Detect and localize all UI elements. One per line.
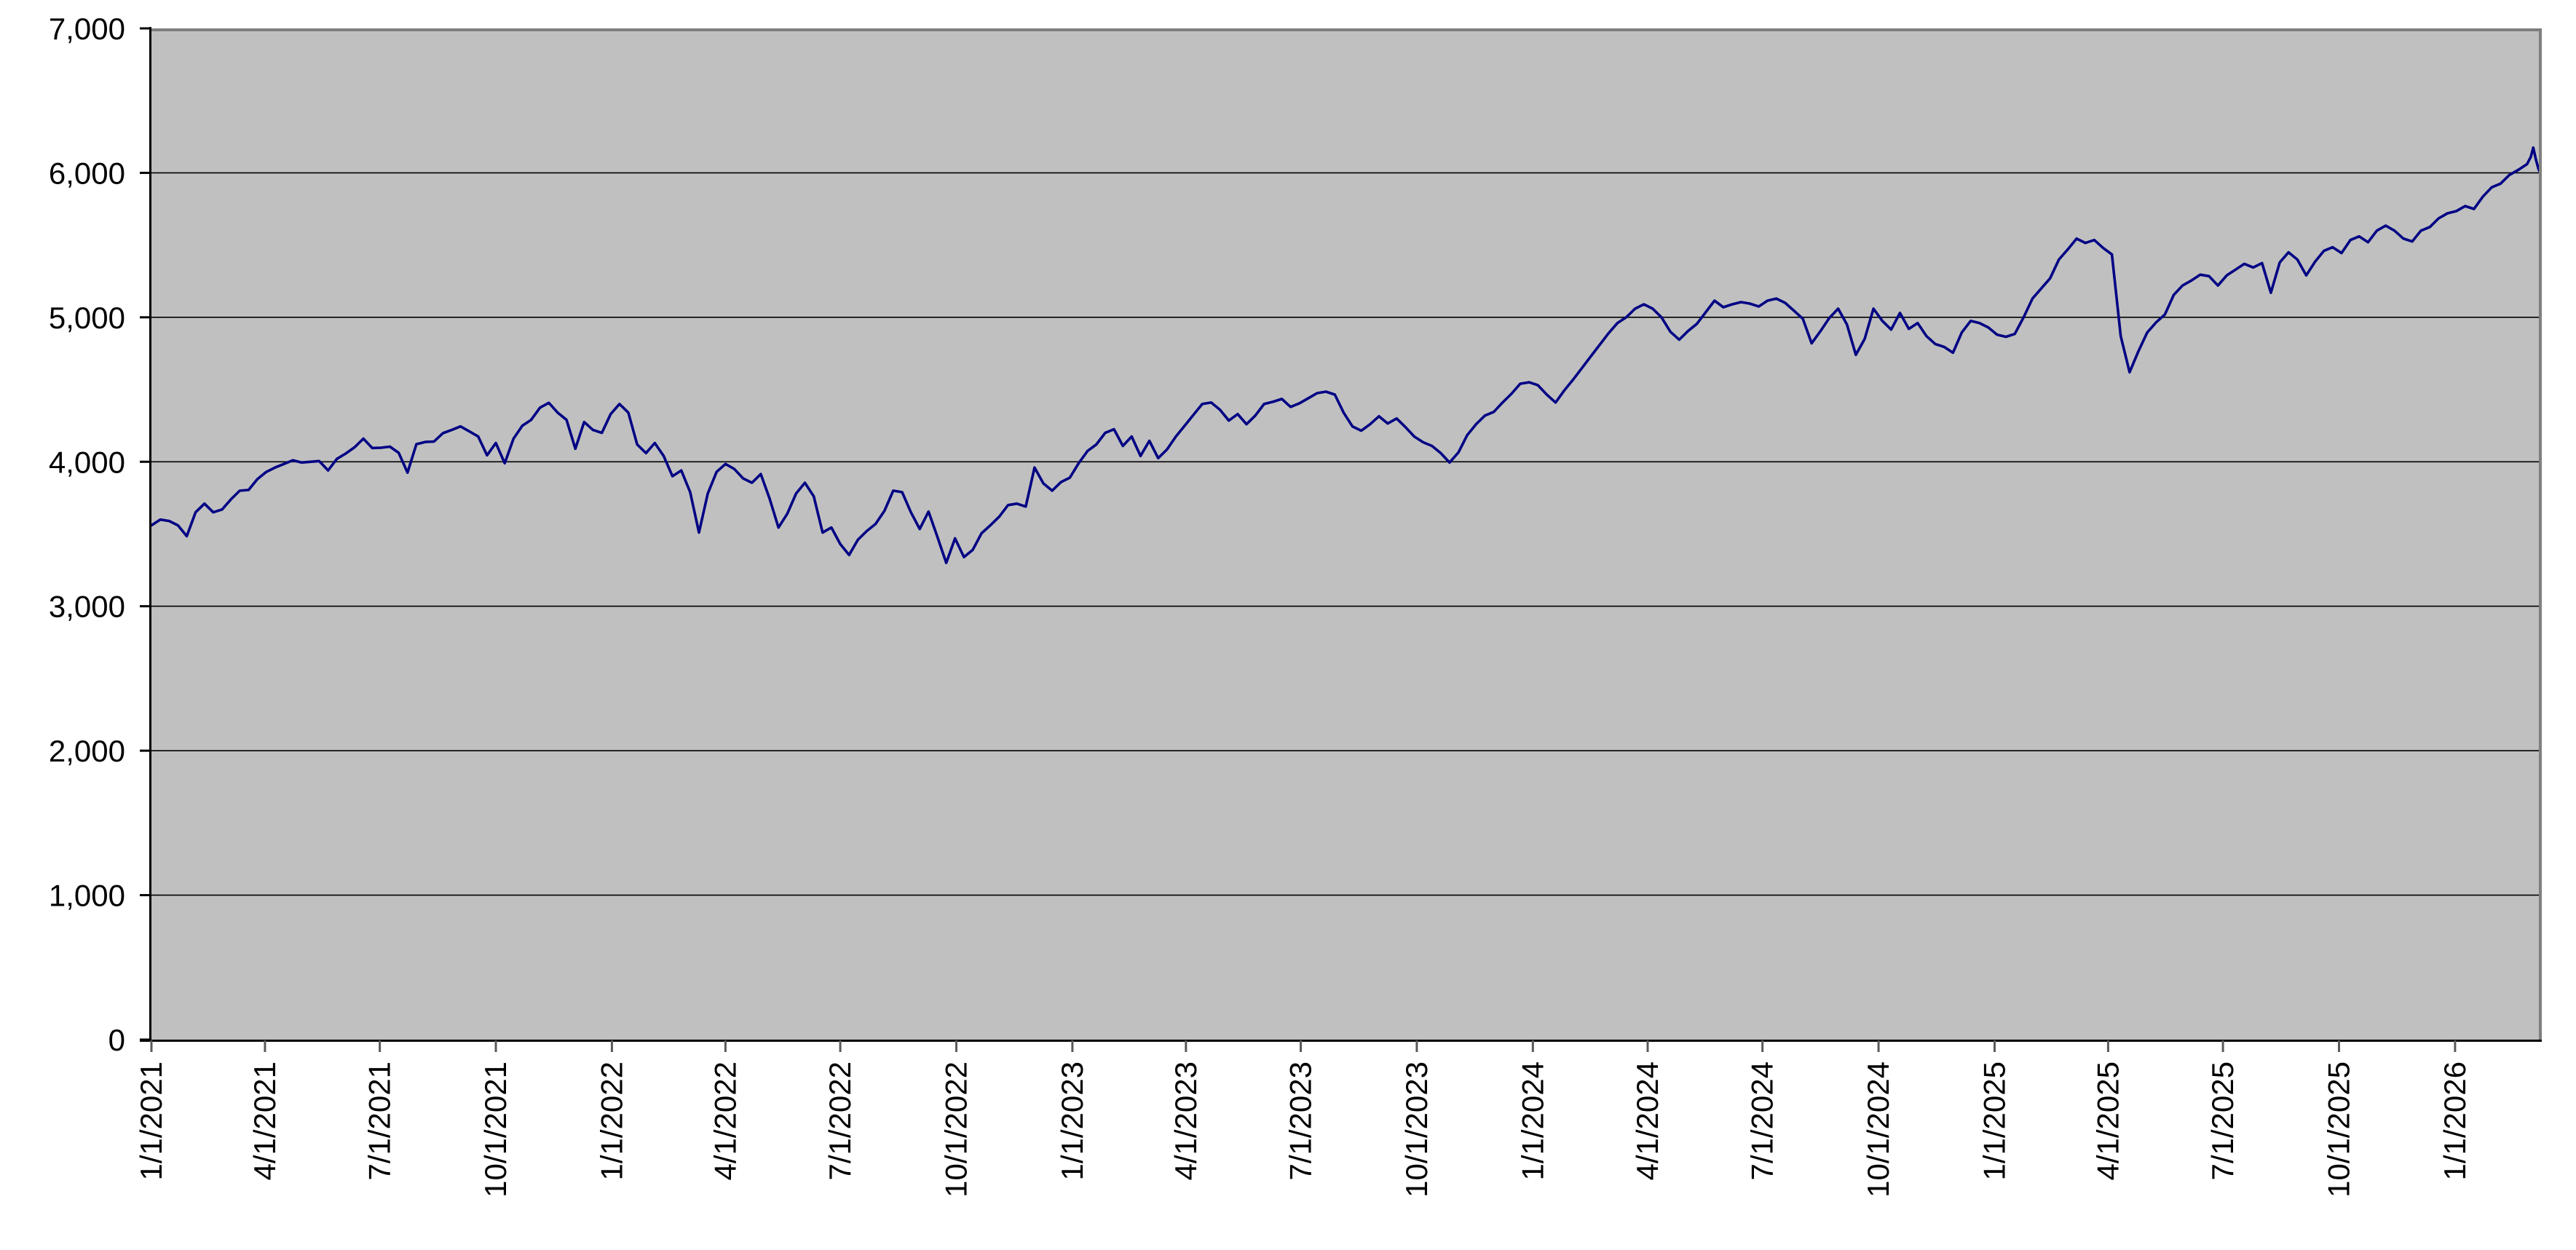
x-axis-label: 10/1/2024	[1861, 1061, 1895, 1198]
x-axis-label: 4/1/2024	[1630, 1061, 1664, 1181]
plot-frame	[140, 27, 2542, 1042]
x-axis-label: 4/1/2022	[708, 1061, 742, 1181]
price-line	[150, 146, 2541, 565]
plot-background	[151, 28, 2540, 1040]
x-axis-label: 1/1/2022	[594, 1061, 628, 1181]
y-gridlines	[151, 172, 2540, 896]
x-axis-label: 1/1/2023	[1055, 1061, 1089, 1181]
y-axis-label: 6,000	[49, 156, 125, 190]
x-axis-label: 4/1/2023	[1169, 1061, 1203, 1181]
y-axis-label: 3,000	[49, 590, 125, 624]
x-axis-label: 1/1/2021	[134, 1061, 168, 1181]
x-axis-label: 10/1/2022	[939, 1061, 973, 1198]
x-axis-label: 7/1/2024	[1745, 1061, 1779, 1181]
x-axis-label: 10/1/2021	[478, 1061, 513, 1198]
x-axis-label: 10/1/2023	[1399, 1061, 1434, 1198]
price-series	[150, 146, 2541, 565]
x-axis-label: 4/1/2021	[248, 1061, 282, 1181]
y-axis-label: 5,000	[49, 301, 125, 335]
x-axis-label: 7/1/2021	[363, 1061, 397, 1181]
y-axis-label: 1,000	[49, 879, 125, 913]
y-axis-label: 0	[108, 1023, 125, 1057]
x-axis-label: 7/1/2022	[823, 1061, 857, 1181]
x-axis-label: 7/1/2025	[2205, 1061, 2240, 1181]
x-axis-label: 10/1/2025	[2322, 1061, 2356, 1198]
plot-area	[151, 28, 2540, 1040]
x-axis-label: 4/1/2025	[2090, 1061, 2125, 1181]
x-axis-label: 1/1/2024	[1515, 1061, 1549, 1181]
y-axis-label: 4,000	[49, 445, 125, 479]
x-axis-label: 1/1/2026	[2438, 1061, 2472, 1181]
axis-ticks	[140, 27, 2457, 1052]
axis-labels: 0 1,000 2,000 3,000 4,000 5,000 6,000 7,000 1/1/…	[49, 12, 2472, 1198]
y-axis-label: 7,000	[49, 12, 125, 46]
x-axis-label: 7/1/2023	[1283, 1061, 1317, 1181]
y-axis-label: 2,000	[49, 734, 125, 768]
x-axis-label: 1/1/2025	[1977, 1061, 2011, 1181]
